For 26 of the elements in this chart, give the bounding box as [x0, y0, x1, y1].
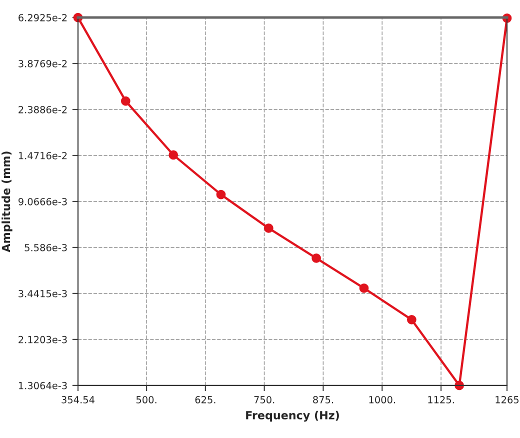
y-tick-label: 3.8769e-2: [18, 60, 67, 68]
y-tick-label: 2.1203e-3: [18, 336, 67, 344]
point: [264, 224, 274, 233]
x-tick-label: 875.: [313, 396, 334, 404]
x-axis-title: Frequency (Hz): [246, 410, 339, 422]
y-tick-label: 3.4415e-3: [18, 290, 67, 298]
x-tick-label: 1000.: [369, 396, 395, 404]
point: [168, 150, 178, 160]
y-tick-label: 5.586e-3: [24, 244, 67, 252]
x-tick-label: 625.: [195, 396, 216, 404]
x-tick-label: 500.: [136, 396, 156, 404]
x-tick-label: 354.54: [62, 396, 94, 404]
point: [312, 254, 321, 263]
y-tick-label: 2.3886e-2: [18, 106, 67, 114]
point: [359, 283, 369, 293]
point: [216, 190, 226, 200]
y-axis-title: Amplitude (mm): [2, 152, 12, 252]
y-tick-label: 9.0666e-3: [18, 198, 67, 206]
x-tick-label: 1265: [496, 396, 519, 404]
x-tick-label: 1125.: [428, 396, 454, 404]
y-tick-label: 6.2925e-2: [18, 14, 67, 22]
point: [120, 96, 130, 106]
y-tick-label: 1.4716e-2: [18, 152, 67, 160]
x-tick-label: 750.: [254, 396, 274, 404]
y-tick-label: 1.3064e-3: [18, 382, 67, 390]
point: [406, 315, 416, 324]
